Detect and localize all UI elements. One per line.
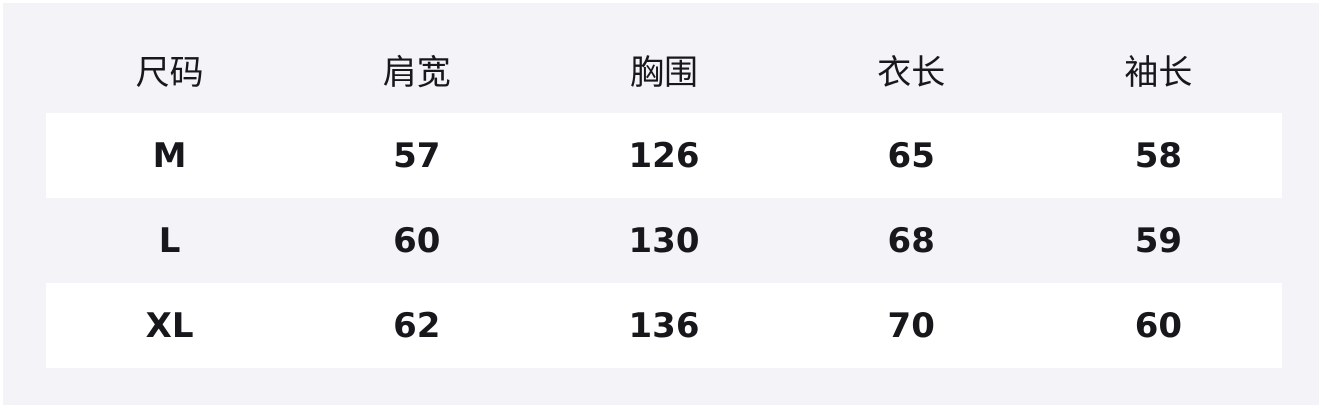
table-row: XL 62 136 70 60	[46, 283, 1282, 368]
table-cell: XL	[145, 305, 194, 346]
table-cell: 58	[1134, 135, 1183, 176]
table-header-row: 尺码 肩宽 胸围 衣长 袖长	[46, 26, 1282, 113]
table-cell: 126	[628, 135, 700, 176]
table-row: M 57 126 65 58	[46, 113, 1282, 198]
size-chart-panel: 尺码 肩宽 胸围 衣长 袖长 M 57 126 65 58 L 60 130 68 59 XL 62 1…	[3, 3, 1319, 405]
header-cell-shoulder: 肩宽	[382, 53, 451, 93]
table-cell: L	[158, 220, 181, 261]
table-cell: 59	[1134, 220, 1183, 261]
header-cell-sleeve: 袖长	[1124, 53, 1193, 93]
header-cell-size: 尺码	[135, 53, 204, 93]
table-cell: 136	[628, 305, 700, 346]
table-cell: 130	[628, 220, 700, 261]
table-cell: 70	[887, 305, 935, 346]
table-cell: 60	[1134, 305, 1183, 346]
table-cell: 60	[393, 220, 441, 261]
table-cell: 65	[887, 135, 935, 176]
size-table: 尺码 肩宽 胸围 衣长 袖长 M 57 126 65 58 L 60 130 68 59 XL 62 1…	[46, 26, 1282, 368]
header-cell-length: 衣长	[877, 53, 946, 93]
table-cell: 62	[393, 305, 441, 346]
header-cell-chest: 胸围	[630, 53, 698, 93]
table-cell: 68	[887, 220, 935, 261]
table-row: L 60 130 68 59	[46, 198, 1282, 283]
table-cell: 57	[393, 135, 441, 176]
table-cell: M	[152, 135, 187, 176]
